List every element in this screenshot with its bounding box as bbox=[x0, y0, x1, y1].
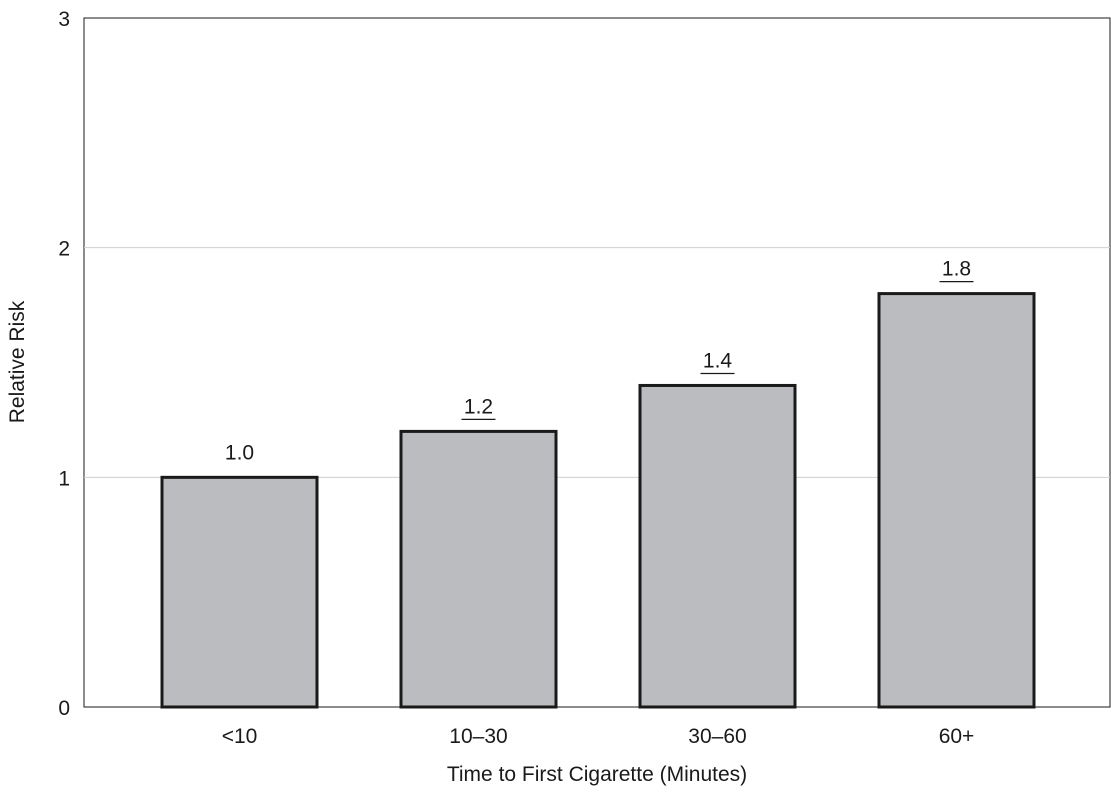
data-labels: 1.0 1.2 1.4 1.8 bbox=[225, 258, 974, 464]
data-label: 1.2 bbox=[464, 395, 493, 418]
data-label: 1.0 bbox=[225, 441, 254, 464]
bar bbox=[877, 292, 1036, 709]
y-tick-label: 3 bbox=[58, 8, 70, 31]
x-tick-label: 30–60 bbox=[688, 725, 746, 748]
y-tick-labels: 0 1 2 3 bbox=[58, 8, 70, 720]
x-tick-label: <10 bbox=[222, 725, 258, 748]
bar bbox=[638, 383, 797, 709]
y-tick-label: 0 bbox=[58, 697, 70, 720]
x-tick-labels: <10 10–30 30–60 60+ bbox=[222, 725, 975, 748]
y-tick-label: 2 bbox=[58, 238, 70, 261]
bar bbox=[399, 429, 558, 709]
data-label: 1.8 bbox=[942, 258, 971, 281]
bars bbox=[160, 292, 1036, 709]
x-tick-label: 60+ bbox=[939, 725, 975, 748]
y-axis-title: Relative Risk bbox=[6, 300, 29, 423]
x-axis-title: Time to First Cigarette (Minutes) bbox=[447, 763, 747, 786]
data-label: 1.4 bbox=[703, 349, 733, 372]
x-tick-label: 10–30 bbox=[449, 725, 507, 748]
y-tick-label: 1 bbox=[58, 467, 70, 490]
bar bbox=[160, 475, 319, 709]
